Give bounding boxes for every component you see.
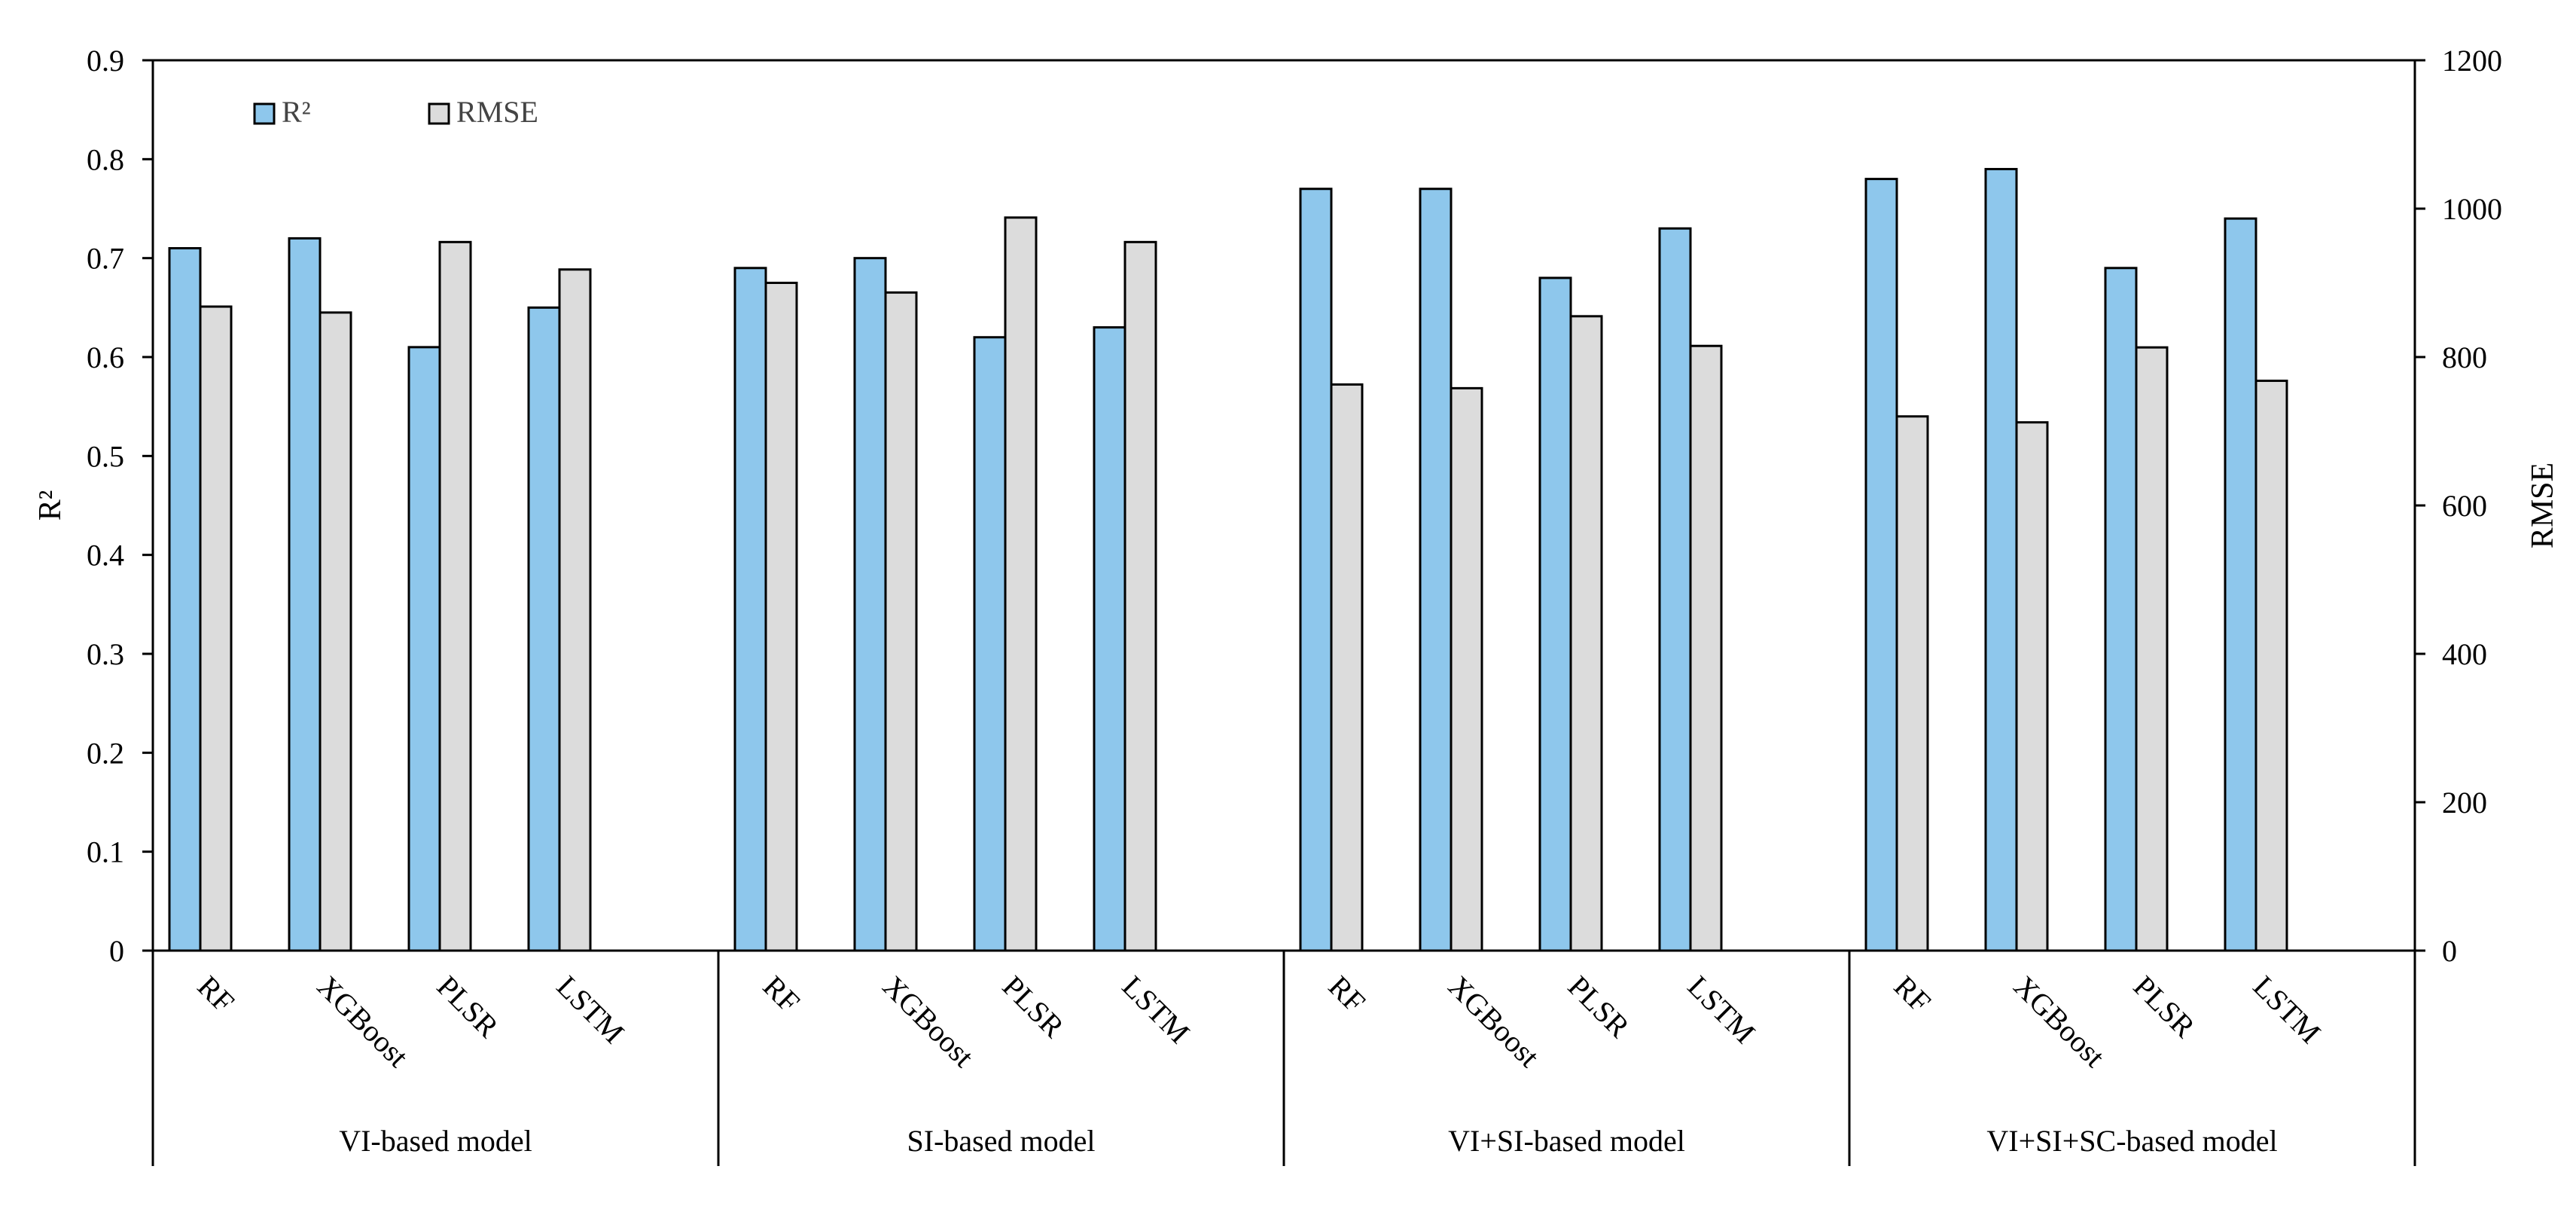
left-tick-label: 0.9: [87, 44, 124, 78]
legend: R² RMSE: [253, 95, 538, 129]
bar-rmse: [764, 282, 798, 952]
bar-r2: [853, 257, 887, 952]
y-axis-right-title: RMSE: [2526, 463, 2560, 548]
right-tick-label: 800: [2442, 340, 2487, 374]
left-tick-label: 0.2: [87, 736, 124, 770]
category-label: PLSR: [1562, 969, 1637, 1045]
left-tick-label: 0.1: [87, 835, 124, 869]
y-axis-left-title: R²: [33, 490, 68, 521]
legend-swatch-rmse: [428, 102, 450, 125]
bar-rmse: [319, 311, 352, 952]
category-label: LSTM: [550, 969, 631, 1050]
category-label: XGBoost: [876, 969, 981, 1074]
category-label: XGBoost: [1442, 969, 1547, 1074]
bar-rmse: [1569, 315, 1603, 952]
category-label: RF: [191, 969, 241, 1019]
bar-rmse: [1123, 240, 1157, 952]
group-label: VI+SI-based model: [1448, 1124, 1685, 1158]
bar-rmse: [199, 305, 233, 952]
legend-label-r2: R²: [282, 95, 311, 129]
bar-r2: [168, 247, 202, 952]
group-label: VI+SI+SC-based model: [1986, 1124, 2277, 1158]
bar-rmse: [1330, 383, 1364, 952]
bar-rmse: [1689, 344, 1723, 952]
bar-rmse: [558, 268, 592, 952]
left-tick-label: 0.7: [87, 242, 124, 276]
bar-rmse: [2254, 380, 2288, 952]
category-label: XGBoost: [2007, 969, 2112, 1074]
left-tick-label: 0.3: [87, 637, 124, 671]
legend-label-rmse: RMSE: [456, 95, 538, 129]
right-tick-label: 0: [2442, 934, 2457, 968]
right-tick-label: 1200: [2442, 44, 2502, 78]
axes: 0 0.1 0.2 0.3 0.4 0.5 0.6 0.7 0.8 0.9 0 200 400 600 80…: [33, 44, 2560, 1166]
left-tick-label: 0.5: [87, 439, 124, 473]
right-tick-label: 600: [2442, 489, 2487, 523]
left-tick-label: 0.6: [87, 340, 124, 374]
bar-r2: [1093, 326, 1126, 952]
bar-r2: [288, 237, 322, 952]
right-tick-label: 200: [2442, 786, 2487, 820]
category-label: RF: [757, 969, 806, 1019]
category-label: LSTM: [1116, 969, 1197, 1050]
bars: [168, 167, 2288, 952]
bar-rmse: [2135, 346, 2169, 952]
left-tick-label: 0: [109, 934, 124, 968]
category-label: RF: [1322, 969, 1372, 1019]
group-label: VI-based model: [339, 1124, 532, 1158]
bar-r2: [733, 267, 767, 952]
bar-r2: [1984, 167, 2018, 952]
bar-rmse: [1450, 386, 1483, 952]
category-label: PLSR: [431, 969, 506, 1045]
category-label: LSTM: [2247, 969, 2328, 1050]
bar-r2: [1419, 188, 1453, 952]
category-label: RF: [1888, 969, 1937, 1019]
bar-rmse: [2015, 421, 2049, 952]
bar-rmse: [1004, 216, 1038, 952]
bar-rmse: [438, 240, 472, 952]
group-label: SI-based model: [907, 1124, 1096, 1158]
category-label: LSTM: [1681, 969, 1762, 1050]
bar-r2: [407, 346, 441, 952]
bar-r2: [973, 336, 1007, 952]
right-tick-label: 1000: [2442, 192, 2502, 226]
bar-r2: [527, 306, 561, 952]
bar-r2: [2224, 217, 2257, 952]
left-tick-label: 0.4: [87, 539, 124, 572]
bar-rmse: [1895, 415, 1929, 952]
right-tick-label: 400: [2442, 637, 2487, 671]
bar-rmse: [884, 291, 918, 952]
legend-swatch-r2: [253, 102, 276, 125]
category-label: PLSR: [996, 969, 1072, 1045]
category-label: XGBoost: [311, 969, 416, 1074]
bar-r2: [1864, 178, 1898, 952]
bar-r2: [1538, 276, 1572, 952]
bar-r2: [1299, 188, 1333, 952]
category-label: PLSR: [2127, 969, 2203, 1045]
bar-r2: [2104, 267, 2138, 952]
bar-r2: [1658, 227, 1692, 952]
left-tick-label: 0.8: [87, 142, 124, 176]
